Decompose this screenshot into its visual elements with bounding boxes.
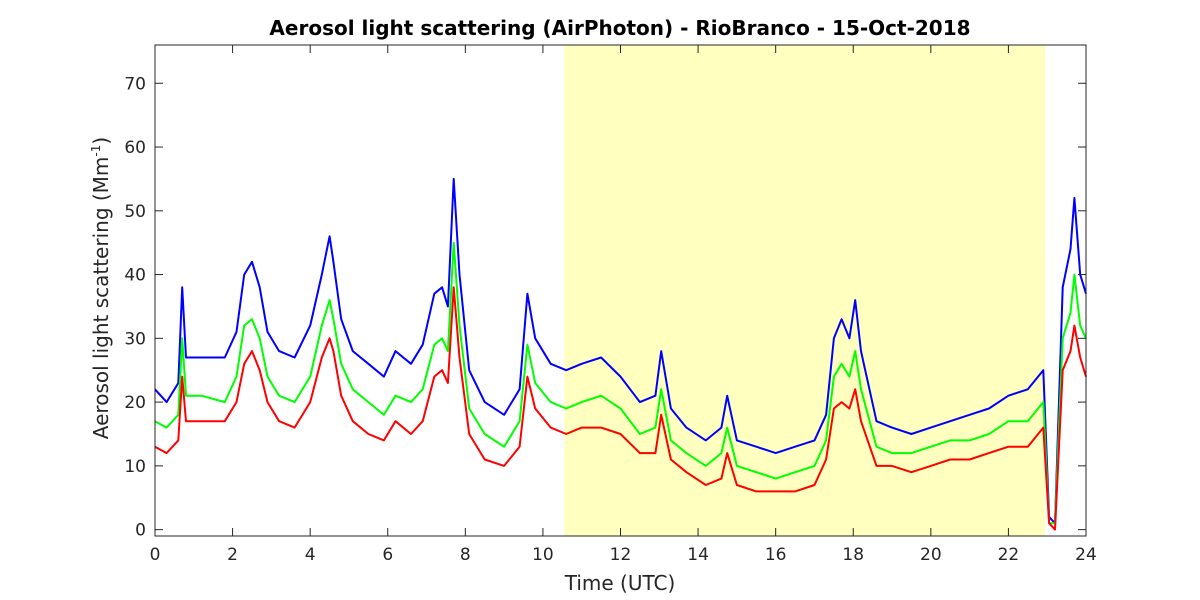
x-tick-label: 22 <box>998 545 1020 565</box>
x-tick-label: 2 <box>227 545 238 565</box>
x-tick-label: 16 <box>765 545 787 565</box>
x-tick-label: 12 <box>610 545 632 565</box>
x-tick-label: 10 <box>532 545 554 565</box>
x-tick-label: 4 <box>305 545 316 565</box>
y-axis-label-close: ) <box>89 137 113 145</box>
y-axis-label-main: Aerosol light scattering (Mm <box>89 157 113 440</box>
x-tick-label: 8 <box>460 545 471 565</box>
y-tick-label: 40 <box>124 266 146 286</box>
x-tick-label: 24 <box>1075 545 1097 565</box>
y-tick-label: 60 <box>124 138 146 158</box>
y-tick-label: 10 <box>124 457 146 477</box>
series-line-3 <box>154 286 1087 531</box>
y-tick-label: 30 <box>124 329 146 349</box>
x-tick-label: 14 <box>687 545 709 565</box>
x-tick-label: 0 <box>150 545 161 565</box>
x-tick-label: 6 <box>382 545 393 565</box>
series-line-1 <box>154 177 1087 525</box>
y-tick-label: 70 <box>124 74 146 94</box>
y-axis-label-superscript: -1 <box>89 145 103 157</box>
y-axis-label: Aerosol light scattering (Mm-1) <box>89 137 113 439</box>
series-line-2 <box>154 241 1087 525</box>
chart-title: Aerosol light scattering (AirPhoton) - R… <box>269 16 970 40</box>
x-tick-label: 20 <box>920 545 942 565</box>
y-tick-label: 50 <box>124 202 146 222</box>
series-layer <box>154 177 1087 531</box>
y-tick-label: 20 <box>124 393 146 413</box>
x-tick-label: 18 <box>842 545 864 565</box>
highlight-span <box>564 45 1046 536</box>
y-tick-label: 0 <box>135 521 146 541</box>
x-axis-label: Time (UTC) <box>564 571 676 595</box>
